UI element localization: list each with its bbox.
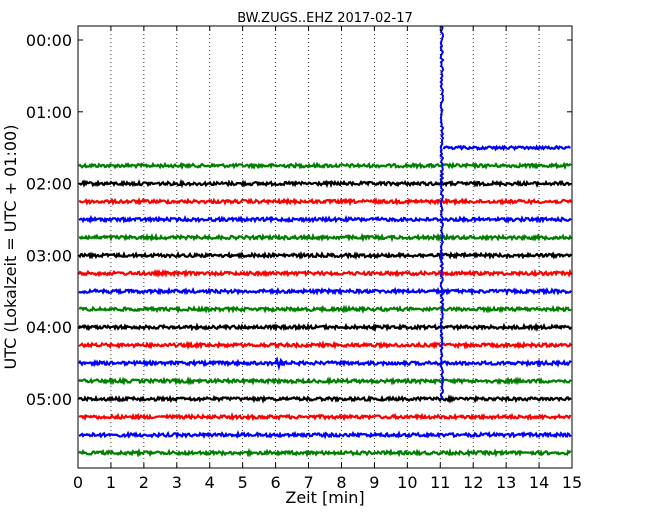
y-tick-label: 01:00: [26, 103, 72, 122]
y-tick-label: 00:00: [26, 31, 72, 50]
plot-frame: [77, 25, 573, 469]
trace-0530: [78, 429, 572, 440]
trace-0400: [78, 322, 572, 333]
chart-title: BW.ZUGS..EHZ 2017-02-17: [237, 11, 413, 26]
event-blip: [273, 356, 284, 371]
trace-0345: [78, 304, 572, 315]
x-axis-label: Zeit [min]: [285, 488, 364, 507]
trace-0545: [78, 447, 572, 458]
y-tick-label: 03:00: [26, 246, 72, 265]
trace-0430: [78, 358, 572, 368]
x-tick-label: 1: [106, 473, 116, 492]
x-tick-label: 9: [369, 473, 379, 492]
x-tick-label: 11: [430, 473, 450, 492]
x-tick-label: 12: [463, 473, 483, 492]
events: [273, 25, 571, 399]
plot-background: [78, 26, 572, 468]
x-tick-label: 15: [562, 473, 582, 492]
ticks: 0 1 2 3 4 5 6 7 8 9 10 11 12 13 14 1500:0001:0002:0003:…: [26, 26, 582, 492]
x-tick-label: 0: [73, 473, 83, 492]
y-tick-label: 02:00: [26, 175, 72, 194]
x-tick-label: 7: [303, 473, 313, 492]
trace-0145: [78, 161, 572, 171]
grid: [110, 26, 540, 468]
trace-0245: [78, 232, 573, 243]
x-tick-label: 6: [271, 473, 281, 492]
trace-0445: [78, 376, 572, 386]
trace-0300: [78, 250, 572, 261]
x-tick-label: 8: [336, 473, 346, 492]
trace-0230: [78, 214, 572, 224]
trace-0215: [78, 196, 572, 207]
trace-0500: [78, 394, 572, 404]
x-tick-label: 10: [397, 473, 417, 492]
x-tick-label: 4: [205, 473, 215, 492]
x-tick-label: 14: [529, 473, 549, 492]
y-axis-label: UTC (Lokalzeit = UTC + 01:00): [1, 125, 20, 370]
traces: [77, 161, 573, 458]
y-tick-label: 04:00: [26, 318, 72, 337]
trace-0200: [78, 178, 572, 189]
x-tick-label: 5: [238, 473, 248, 492]
trace-0515: [78, 411, 572, 422]
y-tick-label: 05:00: [26, 390, 72, 409]
x-tick-label: 3: [172, 473, 182, 492]
x-tick-label: 2: [139, 473, 149, 492]
trace-0415: [78, 340, 572, 351]
event-spike: [439, 25, 445, 399]
trace-0330: [78, 286, 572, 297]
x-tick-label: 13: [496, 473, 516, 492]
trace-0130: [442, 144, 571, 152]
trace-0315: [77, 268, 573, 279]
